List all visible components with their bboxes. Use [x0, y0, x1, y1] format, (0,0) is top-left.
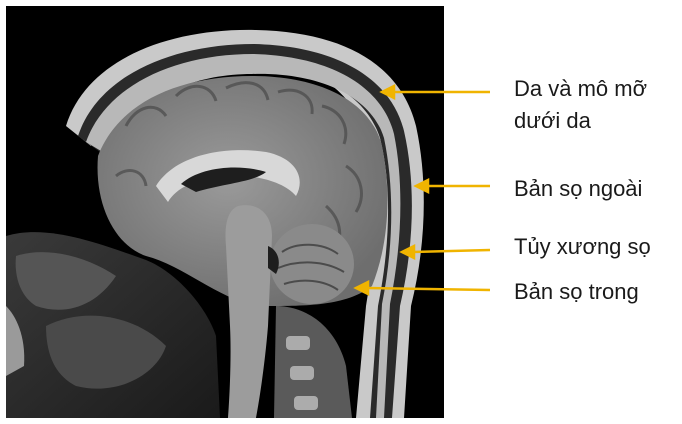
- label-outer-table: Bản sọ ngoài: [514, 176, 643, 201]
- label-skin-subcutaneous-line1: Da và mô mỡ: [514, 76, 648, 101]
- label-inner-table: Bản sọ trong: [514, 279, 639, 304]
- label-skin-subcutaneous-line2: dưới da: [514, 108, 591, 133]
- mri-sagittal-image: [6, 6, 444, 418]
- label-skull-marrow: Tủy xương sọ: [514, 234, 651, 259]
